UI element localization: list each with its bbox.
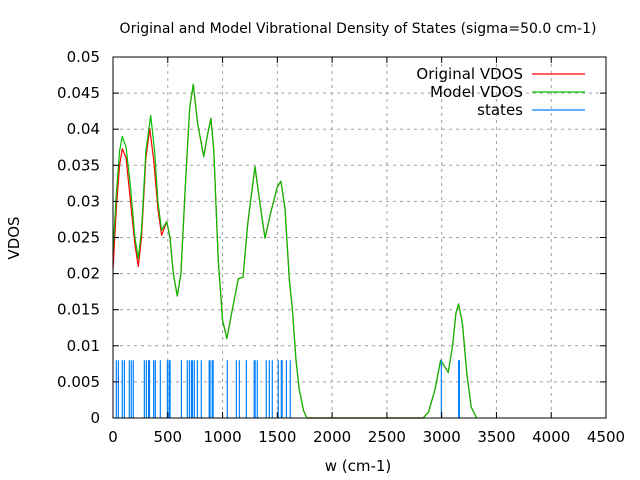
x-tick-label: 0 xyxy=(108,428,118,446)
y-tick-label: 0.01 xyxy=(67,337,100,355)
legend-label: states xyxy=(477,101,523,119)
x-tick-label: 1000 xyxy=(203,428,241,446)
y-tick-label: 0.035 xyxy=(57,156,100,174)
series-model-vdos xyxy=(112,83,478,419)
x-tick-label: 2000 xyxy=(313,428,351,446)
x-tick-label: 4500 xyxy=(587,428,625,446)
y-tick-label: 0 xyxy=(90,409,100,427)
y-tick-label: 0.015 xyxy=(57,301,100,319)
x-tick-label: 4000 xyxy=(532,428,570,446)
x-tick-label: 500 xyxy=(153,428,182,446)
x-tick-label: 3000 xyxy=(423,428,461,446)
y-tick-label: 0.045 xyxy=(57,84,100,102)
x-tick-label: 2500 xyxy=(368,428,406,446)
chart-title: Original and Model Vibrational Density o… xyxy=(120,21,597,37)
series-states xyxy=(115,360,461,418)
series-line xyxy=(112,83,478,419)
y-tick-label: 0.04 xyxy=(67,120,100,138)
ticks: 0 500 1000 1500 2000 2500 3000 3500 4000 4500 0 0.0… xyxy=(57,48,625,446)
y-tick-label: 0.03 xyxy=(67,192,100,210)
y-tick-label: 0.02 xyxy=(67,265,100,283)
series-layer xyxy=(112,83,478,419)
x-tick-label: 1500 xyxy=(258,428,296,446)
grid xyxy=(113,57,606,418)
legend-label: Original VDOS xyxy=(416,65,523,83)
x-axis-label: w (cm-1) xyxy=(325,457,392,475)
legend-label: Model VDOS xyxy=(430,83,523,101)
x-tick-label: 3500 xyxy=(477,428,515,446)
y-axis-label: VDOS xyxy=(5,216,23,259)
y-tick-label: 0.005 xyxy=(57,373,100,391)
y-tick-label: 0.05 xyxy=(67,48,100,66)
y-tick-label: 0.025 xyxy=(57,229,100,247)
